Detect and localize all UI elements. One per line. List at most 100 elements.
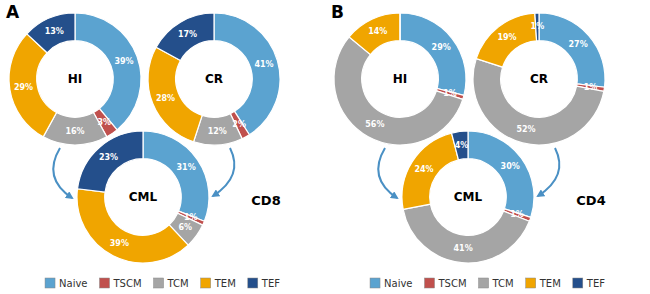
wedge [349,13,400,55]
legend-swatch [425,278,435,288]
data-label: 12% [208,127,227,136]
data-label: 41% [454,244,473,253]
data-label: 23% [99,153,118,162]
legend-label: TSCM [438,278,467,289]
legend-swatch [573,278,583,288]
panel-label: A [6,2,20,22]
wedge [473,59,604,145]
donut-title: HI [68,72,83,86]
wedge [143,131,209,221]
donut [473,13,605,145]
data-label: 4% [455,141,469,150]
wedge [78,131,143,192]
data-label: 41% [254,60,273,69]
legend-item: Naive [45,278,87,289]
section-label: CD8 [251,193,280,208]
legend-label: TCM [492,278,514,289]
wedge [400,13,466,95]
legend-item: TEM [201,278,236,289]
chart: 39% 3% 16% 29% 13% HI A CD8 Naive TSCM TCM TEM TEF 41… [0,0,650,294]
wedge [476,13,536,67]
donut-title: HI [393,72,408,86]
donut [402,131,534,263]
arrow [378,148,397,198]
data-label: 24% [414,165,433,174]
legend-item: TEF [573,278,605,289]
data-label: 19% [497,33,516,42]
legend-label: TEF [261,278,280,289]
wedge [452,131,468,160]
wedge [27,13,75,53]
legend: Naive TSCM TCM TEM TEF [370,278,605,289]
legend-label: TSCM [113,278,142,289]
data-label: 29% [432,43,451,52]
wedge [75,13,141,130]
donut-title: CML [454,190,483,204]
donut-title: CR [205,72,223,86]
legend-item: Naive [370,278,412,289]
wedge [334,37,463,145]
legend-swatch [248,278,258,288]
legend-swatch [201,278,211,288]
donut [77,131,209,263]
legend-item: TEF [248,278,280,289]
wedge [148,47,202,142]
arrow [538,148,559,196]
wedge [468,131,534,217]
legend: Naive TSCM TCM TEM TEF [45,278,280,289]
arrow [53,148,72,198]
data-label: 31% [177,163,196,172]
legend-label: TCM [167,278,189,289]
section-label: CD4 [576,193,605,208]
data-label: 27% [569,40,588,49]
legend-item: TSCM [100,278,142,289]
data-label: 39% [114,57,133,66]
legend-item: TCM [154,278,189,289]
legend-swatch [45,278,55,288]
donut-title: CML [129,190,158,204]
data-label: 17% [178,30,197,39]
data-label: 13% [45,27,64,36]
wedge [403,204,529,263]
donut [9,13,141,145]
wedge [399,13,400,41]
data-label: 6% [178,223,192,232]
arrow [213,148,234,196]
data-label: 1% [531,22,545,31]
legend-swatch [479,278,489,288]
data-label: 1% [443,89,457,98]
wedge [539,13,605,87]
data-label: 1% [584,83,598,92]
data-label: 2% [232,120,246,129]
data-label: 52% [516,125,535,134]
donut-title: CR [530,72,548,86]
legend-label: TEM [214,278,236,289]
legend-swatch [526,278,536,288]
wedge [402,133,458,209]
legend-label: TEF [586,278,605,289]
panel-label: B [331,2,344,22]
legend-label: Naive [384,278,412,289]
legend-swatch [370,278,380,288]
legend-label: TEM [539,278,561,289]
donut [148,13,280,145]
data-label: 29% [14,83,33,92]
data-label: 1% [184,213,198,222]
data-label: 1% [510,210,524,219]
data-label: 3% [98,118,112,127]
wedge [156,13,214,61]
data-label: 16% [65,127,84,136]
legend-swatch [100,278,110,288]
wedge [77,189,188,263]
data-label: 30% [501,162,520,171]
legend-swatch [154,278,164,288]
legend-label: Naive [59,278,87,289]
data-label: 39% [110,239,129,248]
legend-item: TCM [479,278,514,289]
donut [334,13,466,145]
legend-item: TSCM [425,278,467,289]
data-label: 28% [156,94,175,103]
data-label: 56% [365,120,384,129]
data-label: 14% [368,27,387,36]
legend-item: TEM [526,278,561,289]
